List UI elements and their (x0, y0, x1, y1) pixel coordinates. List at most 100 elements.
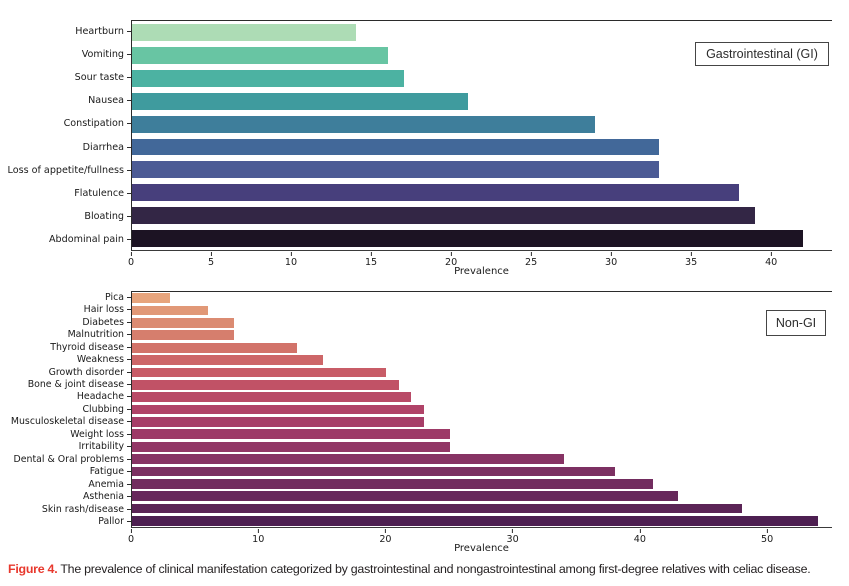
y-tick: Pallor (0, 515, 131, 527)
bar (132, 404, 425, 415)
bar-row (132, 181, 832, 204)
y-tick: Fatigue (0, 466, 131, 478)
bar (132, 161, 660, 179)
x-tick-label: 40 (765, 257, 778, 268)
y-tick-label: Heartburn (75, 26, 124, 38)
bar (132, 417, 425, 427)
y-tick-mark (127, 296, 131, 298)
bar-row (132, 416, 832, 428)
bar (132, 466, 615, 477)
x-tick-mark (512, 529, 514, 533)
bar (132, 379, 399, 390)
y-tick-mark (127, 31, 131, 33)
x-tick-label: 10 (252, 534, 265, 545)
y-tick-label: Irritability (78, 441, 124, 453)
y-tick-label: Pallor (98, 516, 124, 528)
y-tick-mark (127, 238, 131, 240)
y-tick-mark (127, 433, 131, 435)
y-tick-mark (127, 334, 131, 336)
x-tick-mark (690, 252, 692, 256)
x-axis-ticks: 0 10 20 30 40 50 (127, 529, 832, 551)
figure-caption-text: The prevalence of clinical manifestation… (57, 562, 811, 576)
y-tick-label: Constipation (63, 118, 124, 130)
bar (132, 392, 412, 403)
bar (132, 355, 323, 365)
y-tick: Weakness (0, 353, 131, 365)
y-tick-mark (127, 346, 131, 348)
bar-row (132, 478, 832, 490)
y-tick-label: Abdominal pain (48, 233, 124, 245)
y-tick-label: Thyroid disease (50, 341, 124, 353)
x-tick-label: 40 (633, 534, 646, 545)
x-tick-mark (210, 252, 212, 256)
y-tick-label: Weight loss (70, 428, 124, 440)
bar (132, 367, 387, 378)
x-tick-mark (766, 529, 768, 533)
bar (132, 23, 356, 41)
y-tick-mark (127, 321, 131, 323)
y-tick-mark (127, 408, 131, 410)
bar-row (132, 304, 832, 316)
x-tick: 0 (128, 252, 134, 268)
x-tick: 5 (208, 252, 214, 268)
y-tick-label: Bloating (84, 210, 124, 222)
x-tick-mark (384, 529, 386, 533)
bar-row (132, 441, 832, 453)
y-tick-label: Weakness (76, 354, 124, 366)
bar-row (132, 113, 832, 136)
y-tick: Thyroid disease (0, 341, 131, 353)
y-tick-label: Flatulence (74, 187, 124, 199)
x-tick-mark (610, 252, 612, 256)
y-tick-mark (127, 100, 131, 102)
bar-row (132, 465, 832, 477)
y-tick: Irritability (0, 441, 131, 453)
bar (132, 207, 756, 225)
bar-row (132, 90, 832, 113)
y-tick-mark (127, 521, 131, 523)
x-tick-label: 20 (444, 257, 458, 268)
y-tick-mark (127, 192, 131, 194)
x-tick: 25 (525, 252, 537, 268)
bar (132, 330, 234, 341)
bar-row (132, 292, 832, 304)
y-tick-label: Malnutrition (67, 329, 124, 341)
bar-row (132, 379, 832, 391)
y-tick: Pica (0, 291, 131, 303)
x-tick-mark (290, 252, 292, 256)
bar (132, 503, 742, 514)
y-tick: Abdominal pain (0, 228, 131, 251)
x-tick: 30 (507, 529, 519, 545)
x-tick: 10 (285, 252, 297, 268)
x-tick-label: 35 (685, 257, 698, 268)
y-tick: Diabetes (0, 316, 131, 328)
y-tick-label: Diarrhea (82, 141, 124, 153)
y-tick-label: Clubbing (82, 403, 125, 415)
bar (132, 69, 404, 87)
y-tick: Anemia (0, 478, 131, 490)
bar (132, 342, 298, 353)
y-tick-label: Bone & joint disease (27, 379, 124, 391)
x-tick: 50 (761, 529, 773, 545)
y-tick: Asthenia (0, 491, 131, 503)
y-tick-mark (127, 215, 131, 217)
y-tick: Headache (0, 391, 131, 403)
x-axis-title: Prevalence (454, 266, 509, 277)
y-tick-mark (127, 384, 131, 386)
bar-row (132, 502, 832, 514)
bar (132, 429, 450, 440)
x-tick-mark (639, 529, 641, 533)
y-tick: Growth disorder (0, 366, 131, 378)
x-tick-mark (257, 529, 259, 533)
x-tick-label: 15 (364, 257, 378, 268)
x-tick: 10 (252, 529, 264, 545)
x-tick-label: 0 (127, 534, 135, 545)
bar (132, 516, 819, 526)
bar-row (132, 44, 832, 67)
bar-row (132, 158, 832, 181)
y-tick-mark (127, 359, 131, 361)
x-tick-label: 20 (379, 534, 392, 545)
plot-area (131, 291, 832, 528)
legend-box: Gastrointestinal (GI) (695, 42, 829, 66)
legend-label: Non-GI (775, 316, 817, 330)
y-tick-mark (127, 446, 131, 448)
